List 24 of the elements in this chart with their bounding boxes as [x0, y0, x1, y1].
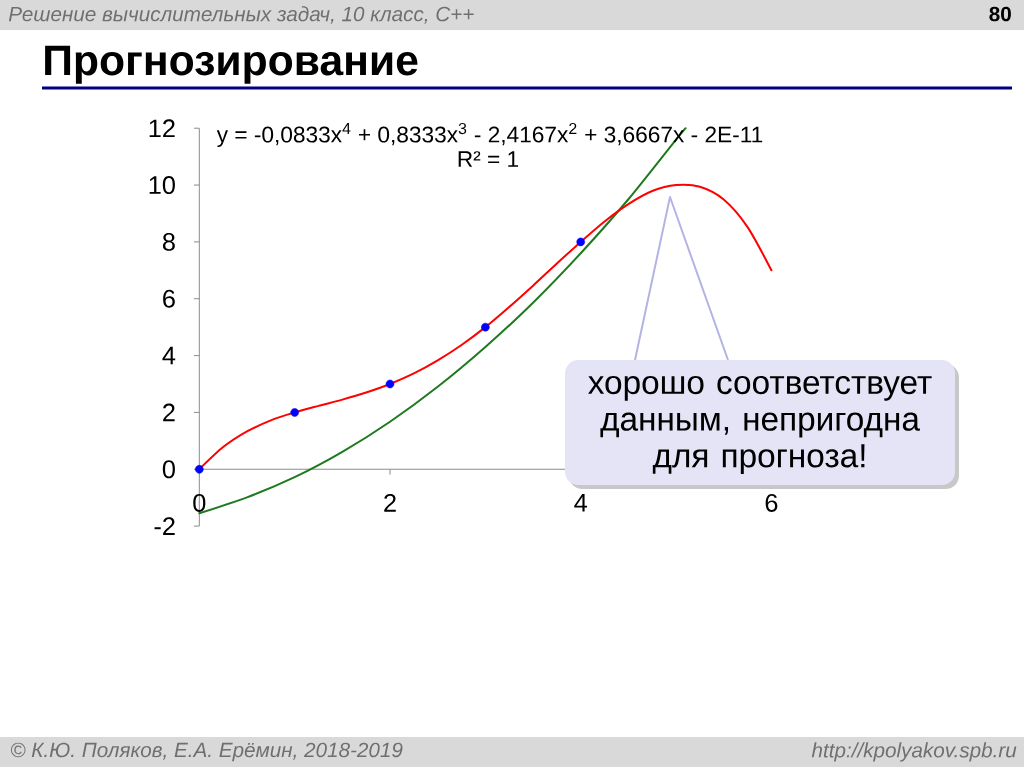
- y-tick-label: 6: [163, 289, 175, 308]
- point: [290, 408, 299, 417]
- point: [385, 379, 395, 389]
- annotation: хорошо соответствует данным, непригодна для прогноза!: [588, 375, 932, 475]
- x-tick-label: 0: [193, 493, 206, 512]
- point: [481, 322, 490, 332]
- y-tick-label: 8: [162, 232, 175, 251]
- text: © К.Ю. Поляков, Е.А. Ерёмин, 2018-2019: [10, 742, 403, 762]
- text: 80: [989, 6, 1011, 22]
- y-tick-label: -2: [154, 517, 175, 535]
- text: Решение вычислительных задач, 10 класс, C++: [8, 6, 474, 24]
- point: [195, 464, 204, 474]
- x-tick-label: 4: [574, 493, 588, 512]
- y-tick-label: 0: [162, 460, 175, 479]
- x-tick-label: 2: [384, 493, 396, 512]
- y-tick-label: 12: [149, 119, 175, 138]
- y-tick-label: 10: [149, 176, 175, 195]
- y-tick-label: 4: [162, 346, 176, 365]
- text: http://kpolyakov.spb.ru: [811, 742, 1017, 762]
- y-tick-label: 2: [163, 403, 175, 422]
- point: [576, 237, 585, 247]
- x-tick-label: 6: [765, 493, 778, 512]
- chart-title: Прогнозирование: [45, 45, 418, 84]
- annotation: R² = 1: [458, 151, 519, 167]
